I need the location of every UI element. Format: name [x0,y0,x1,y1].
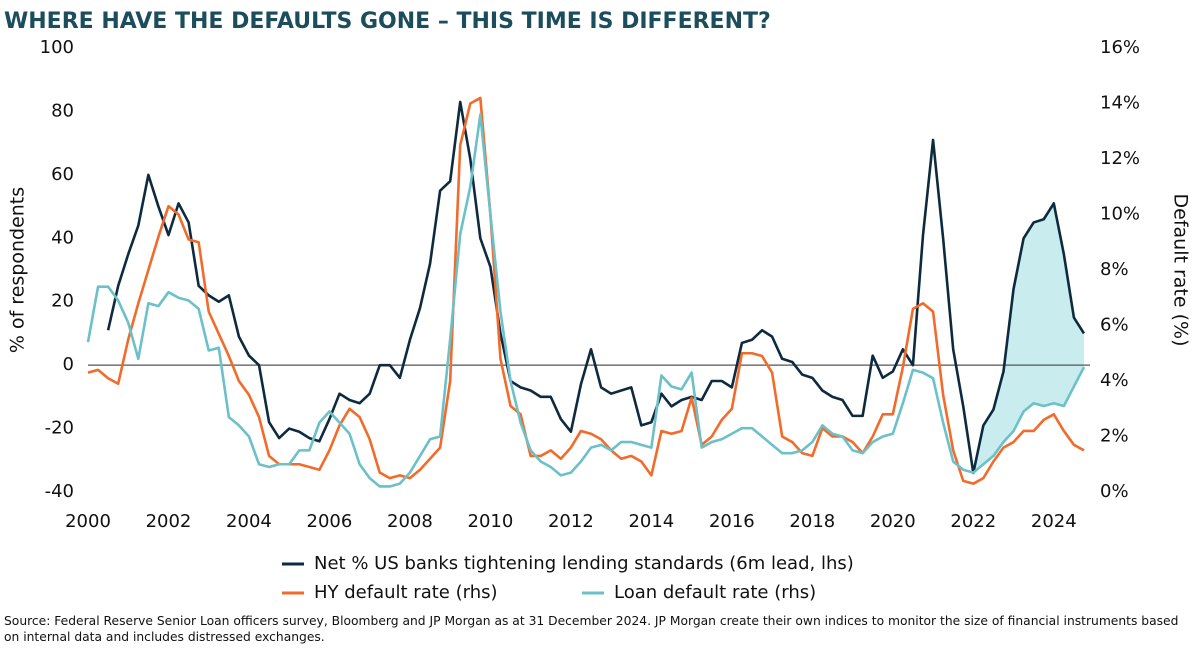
x-tick-label: 2004 [226,511,272,532]
y-axis-label: % of respondents [7,187,29,353]
y-tick-label: 40 [51,227,74,248]
y2-tick-label: 0% [1100,481,1129,502]
y-tick-label: 100 [40,37,74,58]
series-line [106,100,1086,475]
y-tick-label: 20 [51,291,74,312]
y2-tick-label: 8% [1100,259,1129,280]
y2-tick-label: 12% [1100,148,1140,169]
x-tick-label: 2012 [548,511,594,532]
x-tick-label: 2006 [307,511,353,532]
x-tick-label: 2024 [1031,511,1077,532]
y-tick-label: 0 [63,354,74,375]
y-tick-label: -40 [45,481,74,502]
series-line [86,113,1086,488]
shaded-gap [973,203,1084,473]
x-tick-label: 2000 [65,511,111,532]
source-note: Source: Federal Reserve Senior Loan offi… [4,614,1179,644]
x-tick-label: 2010 [468,511,514,532]
x-tick-label: 2016 [709,511,755,532]
x-tick-label: 2018 [789,511,835,532]
x-tick-label: 2008 [387,511,433,532]
series-line [87,96,1085,485]
y-tick-label: 80 [51,100,74,121]
x-tick-label: 2022 [950,511,996,532]
y-tick-label: -20 [45,418,74,439]
x-tick-label: 2020 [870,511,916,532]
x-tick-label: 2014 [628,511,674,532]
y2-tick-label: 14% [1100,93,1140,114]
y2-axis-label: Default rate (%) [1170,194,1192,347]
y2-tick-label: 10% [1100,204,1140,225]
chart: WHERE HAVE THE DEFAULTS GONE – THIS TIME… [4,9,1192,603]
legend-label: HY default rate (rhs) [314,582,498,603]
x-tick-label: 2002 [146,511,192,532]
y2-tick-label: 2% [1100,426,1129,447]
chart-title: WHERE HAVE THE DEFAULTS GONE – THIS TIME… [4,9,771,34]
legend-label: Net % US banks tightening lending standa… [314,553,854,574]
y2-tick-label: 16% [1100,37,1140,58]
legend-label: Loan default rate (rhs) [614,582,816,603]
y2-tick-label: 4% [1100,370,1129,391]
y2-tick-label: 6% [1100,315,1129,336]
y-tick-label: 60 [51,164,74,185]
